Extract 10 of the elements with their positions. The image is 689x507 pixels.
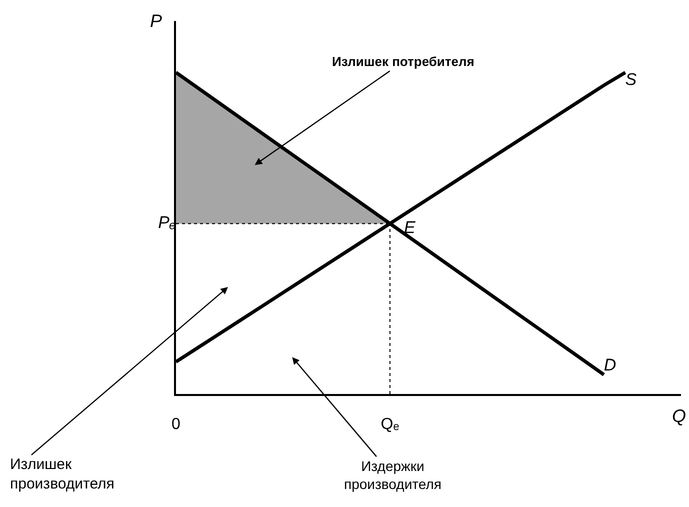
text: Издержки производителя (344, 458, 442, 492)
y-axis-title: P (150, 11, 162, 31)
x-tick-label: 0 (172, 416, 181, 434)
series-label: S (625, 70, 638, 90)
text: Излишек производителя (10, 456, 114, 492)
x-axis-title: Q (672, 406, 686, 426)
text: Излишек потребителя (332, 54, 474, 69)
x-tick-label: Qₑ (380, 416, 400, 434)
series-label: D (604, 355, 616, 374)
annotation: E (404, 218, 416, 237)
